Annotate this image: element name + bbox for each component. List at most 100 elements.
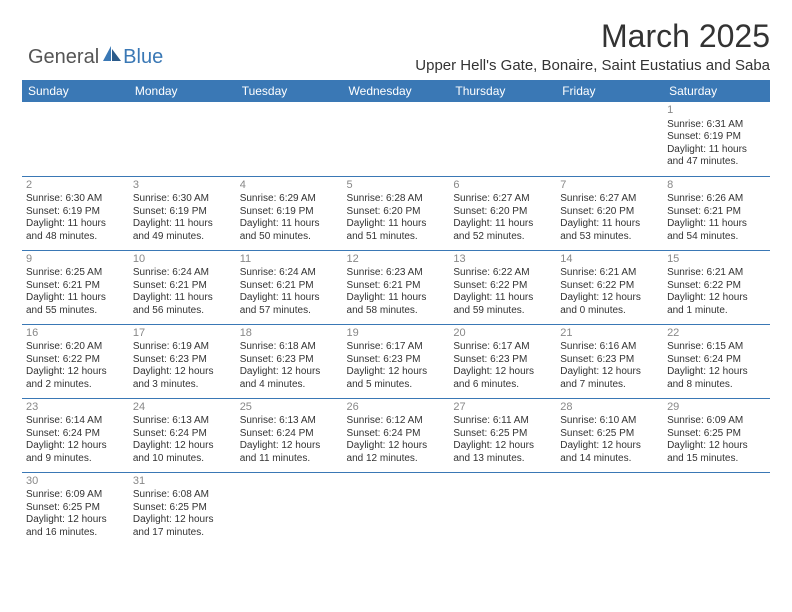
- day-number: 21: [560, 327, 659, 341]
- weekday-header: Thursday: [449, 80, 556, 102]
- calendar-cell: 18Sunrise: 6:18 AMSunset: 6:23 PMDayligh…: [236, 324, 343, 398]
- calendar-cell: [663, 472, 770, 546]
- daylight-text: Daylight: 12 hours and 11 minutes.: [240, 440, 339, 465]
- sunrise-text: Sunrise: 6:25 AM: [26, 267, 125, 280]
- day-number: 14: [560, 253, 659, 267]
- day-number: 29: [667, 401, 766, 415]
- sunset-text: Sunset: 6:24 PM: [133, 428, 232, 441]
- sunset-text: Sunset: 6:20 PM: [453, 206, 552, 219]
- daylight-text: Daylight: 11 hours and 49 minutes.: [133, 218, 232, 243]
- daylight-text: Daylight: 11 hours and 58 minutes.: [347, 292, 446, 317]
- sunrise-text: Sunrise: 6:21 AM: [560, 267, 659, 280]
- sunset-text: Sunset: 6:22 PM: [560, 280, 659, 293]
- calendar-cell: 23Sunrise: 6:14 AMSunset: 6:24 PMDayligh…: [22, 398, 129, 472]
- sunrise-text: Sunrise: 6:26 AM: [667, 193, 766, 206]
- sunset-text: Sunset: 6:20 PM: [347, 206, 446, 219]
- weekday-header: Wednesday: [343, 80, 450, 102]
- day-number: 6: [453, 179, 552, 193]
- day-number: 19: [347, 327, 446, 341]
- logo: General Blue: [28, 46, 163, 69]
- daylight-text: Daylight: 12 hours and 4 minutes.: [240, 366, 339, 391]
- daylight-text: Daylight: 12 hours and 2 minutes.: [26, 366, 125, 391]
- sunrise-text: Sunrise: 6:20 AM: [26, 341, 125, 354]
- calendar-table: Sunday Monday Tuesday Wednesday Thursday…: [22, 80, 770, 546]
- sunset-text: Sunset: 6:25 PM: [133, 502, 232, 515]
- sunrise-text: Sunrise: 6:11 AM: [453, 415, 552, 428]
- sunset-text: Sunset: 6:22 PM: [667, 280, 766, 293]
- calendar-cell: 19Sunrise: 6:17 AMSunset: 6:23 PMDayligh…: [343, 324, 450, 398]
- sunset-text: Sunset: 6:25 PM: [26, 502, 125, 515]
- calendar-cell: 11Sunrise: 6:24 AMSunset: 6:21 PMDayligh…: [236, 250, 343, 324]
- sunrise-text: Sunrise: 6:09 AM: [26, 489, 125, 502]
- day-number: 15: [667, 253, 766, 267]
- daylight-text: Daylight: 11 hours and 50 minutes.: [240, 218, 339, 243]
- day-number: 4: [240, 179, 339, 193]
- sunrise-text: Sunrise: 6:28 AM: [347, 193, 446, 206]
- daylight-text: Daylight: 11 hours and 51 minutes.: [347, 218, 446, 243]
- day-number: 20: [453, 327, 552, 341]
- calendar-cell: 12Sunrise: 6:23 AMSunset: 6:21 PMDayligh…: [343, 250, 450, 324]
- daylight-text: Daylight: 12 hours and 1 minute.: [667, 292, 766, 317]
- daylight-text: Daylight: 11 hours and 55 minutes.: [26, 292, 125, 317]
- day-number: 31: [133, 475, 232, 489]
- day-number: 13: [453, 253, 552, 267]
- day-number: 24: [133, 401, 232, 415]
- day-number: 11: [240, 253, 339, 267]
- calendar-cell: [449, 102, 556, 176]
- calendar-cell: 6Sunrise: 6:27 AMSunset: 6:20 PMDaylight…: [449, 176, 556, 250]
- weekday-header-row: Sunday Monday Tuesday Wednesday Thursday…: [22, 80, 770, 102]
- sunset-text: Sunset: 6:25 PM: [667, 428, 766, 441]
- calendar-cell: 15Sunrise: 6:21 AMSunset: 6:22 PMDayligh…: [663, 250, 770, 324]
- sunset-text: Sunset: 6:20 PM: [560, 206, 659, 219]
- calendar-cell: [343, 102, 450, 176]
- weekday-header: Saturday: [663, 80, 770, 102]
- day-number: 5: [347, 179, 446, 193]
- daylight-text: Daylight: 12 hours and 7 minutes.: [560, 366, 659, 391]
- sunset-text: Sunset: 6:23 PM: [240, 354, 339, 367]
- sunset-text: Sunset: 6:25 PM: [560, 428, 659, 441]
- day-number: 18: [240, 327, 339, 341]
- calendar-cell: 24Sunrise: 6:13 AMSunset: 6:24 PMDayligh…: [129, 398, 236, 472]
- daylight-text: Daylight: 11 hours and 53 minutes.: [560, 218, 659, 243]
- sunset-text: Sunset: 6:23 PM: [453, 354, 552, 367]
- calendar-cell: 8Sunrise: 6:26 AMSunset: 6:21 PMDaylight…: [663, 176, 770, 250]
- daylight-text: Daylight: 12 hours and 14 minutes.: [560, 440, 659, 465]
- daylight-text: Daylight: 12 hours and 13 minutes.: [453, 440, 552, 465]
- daylight-text: Daylight: 12 hours and 10 minutes.: [133, 440, 232, 465]
- calendar-cell: [129, 102, 236, 176]
- sunset-text: Sunset: 6:21 PM: [133, 280, 232, 293]
- calendar-cell: [236, 102, 343, 176]
- sunrise-text: Sunrise: 6:18 AM: [240, 341, 339, 354]
- day-number: 7: [560, 179, 659, 193]
- sunrise-text: Sunrise: 6:19 AM: [133, 341, 232, 354]
- calendar-cell: 20Sunrise: 6:17 AMSunset: 6:23 PMDayligh…: [449, 324, 556, 398]
- day-number: 22: [667, 327, 766, 341]
- calendar-cell: 9Sunrise: 6:25 AMSunset: 6:21 PMDaylight…: [22, 250, 129, 324]
- calendar-cell: 29Sunrise: 6:09 AMSunset: 6:25 PMDayligh…: [663, 398, 770, 472]
- daylight-text: Daylight: 12 hours and 12 minutes.: [347, 440, 446, 465]
- sunrise-text: Sunrise: 6:08 AM: [133, 489, 232, 502]
- calendar-cell: 22Sunrise: 6:15 AMSunset: 6:24 PMDayligh…: [663, 324, 770, 398]
- sunset-text: Sunset: 6:24 PM: [347, 428, 446, 441]
- calendar-row: 16Sunrise: 6:20 AMSunset: 6:22 PMDayligh…: [22, 324, 770, 398]
- sunrise-text: Sunrise: 6:24 AM: [240, 267, 339, 280]
- calendar-row: 9Sunrise: 6:25 AMSunset: 6:21 PMDaylight…: [22, 250, 770, 324]
- day-number: 2: [26, 179, 125, 193]
- day-number: 8: [667, 179, 766, 193]
- sunset-text: Sunset: 6:22 PM: [453, 280, 552, 293]
- sunrise-text: Sunrise: 6:10 AM: [560, 415, 659, 428]
- sunset-text: Sunset: 6:24 PM: [667, 354, 766, 367]
- calendar-row: 1Sunrise: 6:31 AMSunset: 6:19 PMDaylight…: [22, 102, 770, 176]
- sunset-text: Sunset: 6:23 PM: [133, 354, 232, 367]
- sunset-text: Sunset: 6:19 PM: [667, 131, 766, 144]
- daylight-text: Daylight: 12 hours and 6 minutes.: [453, 366, 552, 391]
- daylight-text: Daylight: 12 hours and 17 minutes.: [133, 514, 232, 539]
- calendar-cell: 21Sunrise: 6:16 AMSunset: 6:23 PMDayligh…: [556, 324, 663, 398]
- daylight-text: Daylight: 11 hours and 56 minutes.: [133, 292, 232, 317]
- calendar-cell: 30Sunrise: 6:09 AMSunset: 6:25 PMDayligh…: [22, 472, 129, 546]
- daylight-text: Daylight: 11 hours and 57 minutes.: [240, 292, 339, 317]
- calendar-cell: 13Sunrise: 6:22 AMSunset: 6:22 PMDayligh…: [449, 250, 556, 324]
- weekday-header: Monday: [129, 80, 236, 102]
- sunrise-text: Sunrise: 6:27 AM: [560, 193, 659, 206]
- sunrise-text: Sunrise: 6:21 AM: [667, 267, 766, 280]
